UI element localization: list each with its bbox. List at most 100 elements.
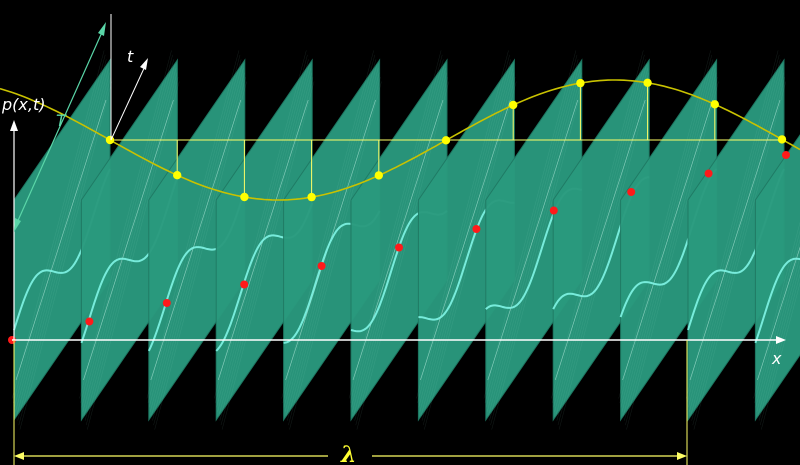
panel-hatch-line xyxy=(216,59,309,408)
panel-surface xyxy=(620,58,718,422)
panel-hatch-line xyxy=(488,68,581,417)
origin-time-point xyxy=(472,225,481,233)
snapshot-point xyxy=(710,100,719,109)
snapshot-point xyxy=(173,171,182,180)
panel-diagonal xyxy=(15,99,107,381)
panel-hatch-line xyxy=(690,68,783,417)
panel-surface xyxy=(80,58,178,422)
origin-time-point xyxy=(549,206,558,215)
panel-diagonal xyxy=(554,99,646,381)
panel-hatch-line xyxy=(620,59,714,408)
sample-points xyxy=(8,78,790,344)
panel-hatch-line xyxy=(754,230,800,403)
panel-hatch-line xyxy=(80,54,173,403)
panel-surface xyxy=(552,58,650,422)
snapshot-point xyxy=(240,192,249,202)
panel-hatch-line xyxy=(350,54,443,403)
panel-hatch-line xyxy=(420,68,514,417)
y-axis-label: p(x,t) xyxy=(1,95,45,114)
t-axis-line xyxy=(110,63,147,141)
x-axis-label: x xyxy=(771,349,782,368)
panel-hatch-line xyxy=(758,265,800,421)
panel-hatch-line xyxy=(761,282,800,430)
panel-hatch-line xyxy=(687,54,780,403)
panel-hatch-line xyxy=(220,77,314,426)
panel-hatch-line xyxy=(355,77,448,426)
panel-hatch-line xyxy=(417,54,510,403)
panel-surface xyxy=(485,58,583,422)
panel-hatch-line xyxy=(282,54,375,403)
snapshot-point xyxy=(509,100,518,110)
snapshot-point xyxy=(643,78,652,88)
panel-hatch-line xyxy=(691,72,784,421)
panel-hatch-line xyxy=(622,68,716,417)
panel-surface xyxy=(350,58,448,422)
snapshot-envelope-curve xyxy=(0,79,800,201)
panel-hatch-line xyxy=(283,59,377,408)
panel-hatch-line xyxy=(619,54,712,403)
panel-hatch-line xyxy=(555,68,648,417)
panel-pressure-trace xyxy=(754,257,800,344)
period-label: T xyxy=(56,111,67,130)
origin-time-point xyxy=(85,317,94,326)
panel-diagonal xyxy=(622,99,713,381)
panel-hatch-line xyxy=(489,72,582,421)
panel-hatch-line xyxy=(153,77,246,426)
panel-hatch-line xyxy=(19,81,113,430)
origin-time-point xyxy=(162,299,171,307)
panel-hatch-line xyxy=(757,256,800,417)
panel-hatch-line xyxy=(147,54,241,403)
panel-hatch-line xyxy=(552,54,645,403)
time-panel xyxy=(281,50,382,430)
panel-hatch-line xyxy=(351,59,444,408)
lambda-arrowhead-right-icon xyxy=(677,452,687,460)
panel-hatch-line xyxy=(556,72,650,421)
panel-surface xyxy=(417,58,515,422)
period-arrow-head-top-icon xyxy=(98,22,106,36)
panel-diagonal xyxy=(757,246,800,381)
panel-hatch-line xyxy=(553,59,646,408)
panel-hatch-line xyxy=(484,54,578,403)
origin-time-point xyxy=(395,243,403,252)
snapshot-point xyxy=(307,192,316,202)
snapshot-point xyxy=(777,135,787,144)
panel-diagonal xyxy=(83,99,174,381)
snapshot-point xyxy=(576,78,585,88)
panel-hatch-line xyxy=(625,77,718,426)
panel-hatch-line xyxy=(84,72,178,421)
panel-hatch-line xyxy=(148,59,242,408)
wavelength-label: λ xyxy=(340,442,356,465)
panel-hatch-line xyxy=(688,59,781,408)
panel-hatch-line xyxy=(285,68,379,417)
panel-hatch-line xyxy=(81,59,174,408)
panel-hatch-line xyxy=(557,77,651,426)
panel-hatch-line xyxy=(624,72,717,421)
origin-time-point xyxy=(782,151,790,159)
time-panels xyxy=(11,50,800,430)
time-panel xyxy=(79,50,180,430)
panel-hatch-line xyxy=(215,54,308,403)
panel-diagonal xyxy=(689,99,781,381)
origin-time-point xyxy=(627,188,636,196)
snapshot-point xyxy=(441,136,451,145)
panel-hatch-line xyxy=(288,77,381,426)
origin-time-point xyxy=(240,280,249,289)
time-panel xyxy=(753,134,800,430)
snapshot-point xyxy=(374,171,383,180)
panel-hatch-line xyxy=(14,59,107,408)
panel-hatch-line xyxy=(83,68,177,417)
y-axis-arrowhead-icon xyxy=(10,120,18,131)
origin-time-point xyxy=(704,169,713,178)
panel-hatch-line xyxy=(86,77,179,426)
panel-hatch-line xyxy=(485,59,579,408)
panel-hatch-line xyxy=(755,239,800,408)
panel-hatch-line xyxy=(760,273,800,426)
panel-surface xyxy=(148,58,246,422)
t-axis-arrowhead-icon xyxy=(140,58,148,70)
time-panel xyxy=(618,50,719,430)
panel-hatch-line xyxy=(353,68,446,417)
panel-hatch-line xyxy=(421,72,515,421)
panel-hatch-line xyxy=(218,68,311,417)
panel-hatch-line xyxy=(692,77,785,426)
panel-diagonal xyxy=(352,99,444,381)
